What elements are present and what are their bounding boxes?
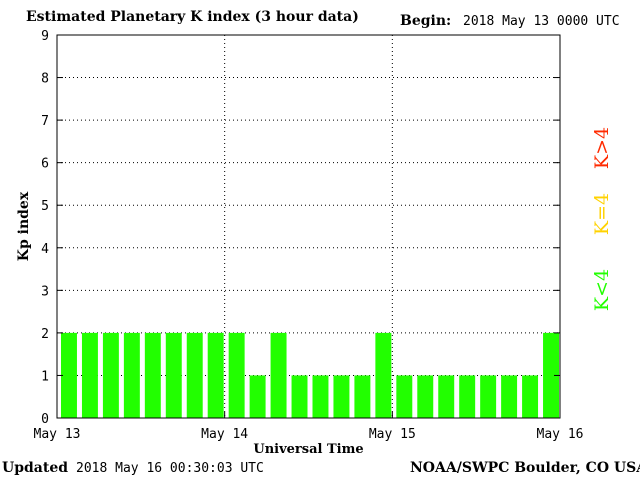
x-axis-label: Universal Time (253, 442, 363, 457)
x-tick-label: May 14 (201, 427, 248, 442)
legend-entry: K=4 (591, 193, 613, 235)
kp-bar (480, 375, 497, 418)
y-tick-label: 2 (41, 327, 49, 342)
kp-bar (291, 375, 308, 418)
kp-bar (396, 375, 413, 418)
chart-title: Estimated Planetary K index (3 hour data… (26, 9, 359, 25)
y-tick-label: 7 (41, 114, 49, 129)
kp-bar (417, 375, 434, 418)
y-tick-label: 6 (41, 157, 49, 172)
kp-bar (501, 375, 518, 418)
y-tick-label: 5 (41, 199, 49, 214)
kp-bar (543, 332, 559, 418)
kp-bar (375, 332, 392, 418)
begin-label: Begin: (400, 13, 452, 29)
kp-bar (249, 375, 266, 418)
x-tick-label: May 13 (34, 427, 81, 442)
kp-bar (207, 332, 224, 418)
kp-bar (165, 332, 182, 418)
kp-bar (459, 375, 476, 418)
kp-bar (81, 332, 98, 418)
y-tick-label: 3 (41, 284, 49, 299)
plot-frame (56, 34, 561, 419)
y-tick-label: 1 (41, 369, 49, 384)
begin-value: 2018 May 13 0000 UTC (463, 14, 620, 29)
y-tick-label: 8 (41, 72, 49, 87)
legend-entry: K<4 (591, 269, 613, 311)
legend-entry: K>4 (591, 127, 613, 169)
x-tick-label: May 15 (369, 427, 416, 442)
kp-bar (102, 332, 119, 418)
kp-bar (354, 375, 371, 418)
kp-bar (270, 332, 287, 418)
updated-label: Updated (2, 460, 69, 476)
kp-bar (333, 375, 350, 418)
y-tick-label: 4 (41, 242, 49, 257)
updated-value: 2018 May 16 00:30:03 UTC (76, 461, 264, 476)
kp-bar (228, 332, 245, 418)
kp-bar (123, 332, 140, 418)
kp-bar (438, 375, 455, 418)
kp-bar (61, 332, 77, 418)
kp-bar (312, 375, 329, 418)
kp-bar (522, 375, 539, 418)
footer-credit: NOAA/SWPC Boulder, CO USA (410, 460, 640, 476)
y-tick-label: 0 (41, 412, 49, 427)
y-axis-label: Kp index (16, 191, 32, 261)
y-tick-label: 9 (41, 29, 49, 44)
x-tick-label: May 16 (537, 427, 584, 442)
kp-bar (144, 332, 161, 418)
kp-bar (186, 332, 203, 418)
